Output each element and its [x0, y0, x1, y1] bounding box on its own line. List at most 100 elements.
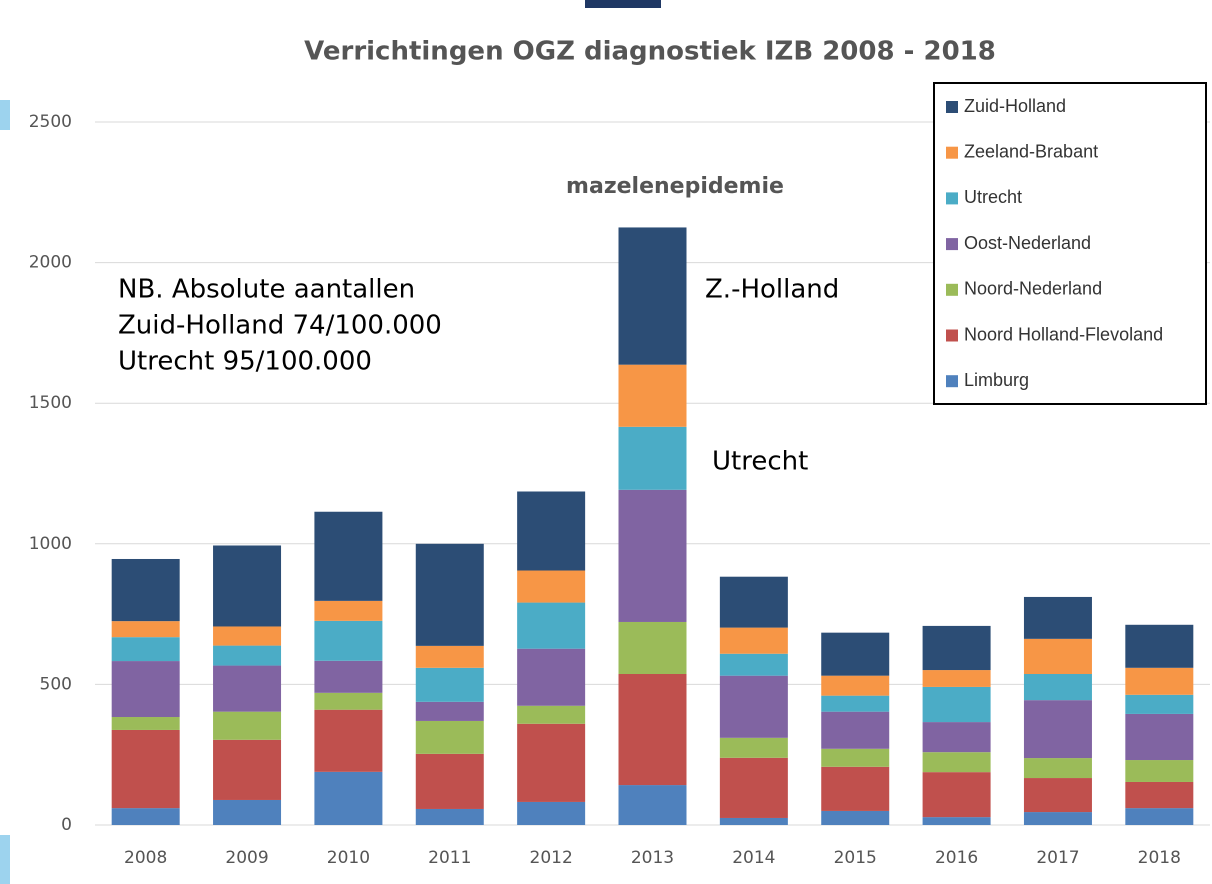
bar-segment	[922, 670, 991, 687]
bar-segment	[1125, 808, 1194, 825]
bar-segment	[719, 737, 788, 758]
bar-segment	[618, 621, 687, 674]
bar-segment	[213, 799, 282, 825]
note: NB. Absolute aantallen	[118, 275, 415, 305]
bar-segment	[922, 625, 991, 671]
y-tick-label: 2500	[29, 112, 72, 132]
bar-segment	[922, 752, 991, 773]
bar-segment	[415, 701, 484, 721]
decoration	[585, 0, 661, 8]
bar-segment	[1023, 638, 1092, 674]
bar-segment	[517, 723, 586, 802]
chart-title: Verrichtingen OGZ diagnostiek IZB 2008 -…	[304, 37, 996, 67]
x-tick-label: 2017	[1036, 848, 1079, 868]
bar-segment	[111, 637, 180, 662]
x-tick-label: 2009	[225, 848, 268, 868]
bar-segment	[213, 739, 282, 800]
bar-segment	[1023, 778, 1092, 813]
bar-segment	[314, 600, 383, 621]
bar-segment	[821, 711, 890, 749]
y-tick-label: 1500	[29, 393, 72, 413]
bar-segment	[1023, 700, 1092, 759]
x-tick-label: 2008	[124, 848, 167, 868]
bar-segment	[618, 489, 687, 622]
x-tick-label: 2016	[935, 848, 978, 868]
note: Utrecht 95/100.000	[118, 347, 372, 377]
bar-segment	[517, 648, 586, 706]
bar-segment	[618, 364, 687, 427]
decoration	[0, 100, 10, 130]
bar-segment	[415, 543, 484, 646]
bar-segment	[1125, 781, 1194, 809]
bar-segment	[213, 711, 282, 740]
bar-segment	[719, 675, 788, 738]
x-tick-label: 2010	[327, 848, 370, 868]
legend-swatch	[946, 283, 958, 296]
decoration	[0, 835, 10, 884]
bar-segment	[1023, 596, 1092, 639]
annotation: mazelenepidemie	[566, 174, 784, 199]
bar-segment	[517, 570, 586, 603]
bar-segment	[517, 602, 586, 649]
bar-segment	[314, 709, 383, 772]
bar-segment	[1023, 758, 1092, 779]
bar-segment	[314, 692, 383, 710]
bar-segment	[1023, 812, 1092, 825]
bar-segment	[111, 661, 180, 718]
legend-label: Noord-Nederland	[964, 279, 1102, 299]
legend-label: Oost-Nederland	[964, 233, 1091, 253]
bar-segment	[517, 801, 586, 825]
x-tick-label: 2011	[428, 848, 471, 868]
bar-segment	[719, 817, 788, 825]
bar-segment	[415, 808, 484, 825]
bar-segment	[821, 748, 890, 767]
bar-segment	[922, 686, 991, 723]
bar-segment	[1125, 624, 1194, 668]
bar-segment	[618, 426, 687, 490]
y-tick-label: 500	[40, 674, 72, 694]
note: Zuid-Holland 74/100.000	[118, 311, 442, 341]
bar-segment	[618, 227, 687, 365]
x-tick-label: 2018	[1138, 848, 1181, 868]
x-tick-label: 2014	[732, 848, 775, 868]
bar-segment	[415, 720, 484, 754]
bar-segment	[1125, 694, 1194, 714]
bar-segment	[1125, 713, 1194, 761]
bar-segment	[111, 621, 180, 638]
bar-segment	[314, 771, 383, 825]
y-tick-label: 0	[61, 815, 72, 835]
bar-segment	[111, 558, 180, 622]
legend-swatch	[946, 238, 958, 251]
x-tick-label: 2013	[631, 848, 674, 868]
y-tick-label: 1000	[29, 534, 72, 554]
bar-segment	[415, 645, 484, 668]
bar-segment	[213, 645, 282, 666]
legend-swatch	[946, 146, 958, 159]
bar-segment	[415, 667, 484, 702]
legend-label: Zeeland-Brabant	[964, 141, 1098, 161]
bar-segment	[517, 705, 586, 724]
bar-segment	[719, 576, 788, 628]
legend-swatch	[946, 329, 958, 342]
bar-segment	[618, 673, 687, 786]
bar-segment	[314, 620, 383, 661]
bar-segment	[922, 772, 991, 818]
bar-segment	[922, 722, 991, 753]
bar-segment	[821, 632, 890, 676]
bar-segment	[111, 729, 180, 809]
legend-swatch	[946, 101, 958, 113]
bar-segment	[719, 627, 788, 654]
bar-segment	[719, 757, 788, 818]
bar-segment	[517, 491, 586, 571]
y-tick-label: 2000	[29, 253, 72, 273]
bar-segment	[314, 511, 383, 601]
legend-label: Noord Holland-Flevoland	[964, 324, 1163, 344]
bar-segment	[1125, 667, 1194, 695]
legend-swatch	[946, 375, 958, 388]
bar-segment	[213, 545, 282, 627]
legend-label: Limburg	[964, 370, 1029, 390]
bar-segment	[821, 766, 890, 811]
bar-segment	[821, 675, 890, 696]
bar-segment	[922, 817, 991, 825]
